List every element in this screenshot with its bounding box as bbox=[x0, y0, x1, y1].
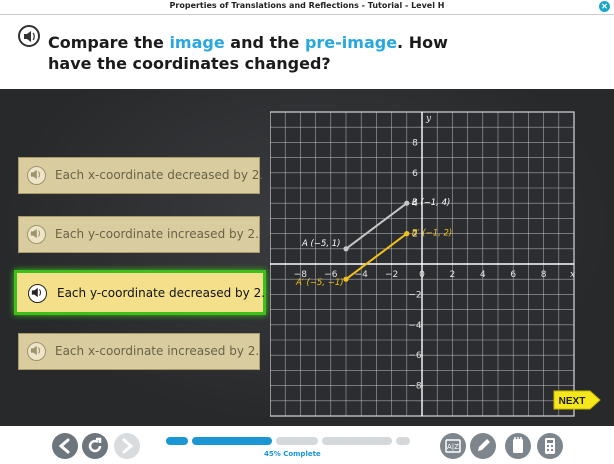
y-tick-label: −2 bbox=[408, 290, 421, 300]
x-tick-label: −6 bbox=[324, 270, 338, 280]
progress-bar bbox=[166, 437, 410, 447]
x-tick-label: −4 bbox=[355, 270, 369, 280]
choice-label: Each y-coordinate decreased by 2. bbox=[57, 286, 266, 300]
question-part: Compare the bbox=[48, 33, 170, 52]
x-tick-label: −2 bbox=[385, 270, 398, 280]
window-title: Properties of Translations and Reflectio… bbox=[169, 1, 445, 10]
image-segment bbox=[345, 232, 408, 280]
point-marker bbox=[404, 200, 410, 206]
question-part: and the bbox=[224, 33, 305, 52]
progress-label: 45% Complete bbox=[264, 450, 321, 458]
speaker-icon[interactable] bbox=[18, 25, 40, 47]
point-label: A′ (−5, −1) bbox=[295, 278, 344, 288]
y-tick-label: −8 bbox=[408, 382, 422, 392]
progress-segment bbox=[396, 437, 410, 445]
speaker-icon[interactable] bbox=[28, 284, 47, 303]
choice-option-1[interactable]: Each x-coordinate decreased by 2. bbox=[18, 157, 264, 194]
glossary-icon[interactable]: A|Z bbox=[440, 433, 466, 459]
replay-icon[interactable] bbox=[82, 433, 108, 459]
close-icon[interactable]: ✕ bbox=[599, 1, 610, 12]
y-tick-label: 6 bbox=[412, 169, 418, 179]
progress-segment bbox=[166, 437, 188, 445]
point-marker bbox=[343, 276, 349, 282]
progress-segment bbox=[322, 437, 392, 445]
pencil-icon[interactable] bbox=[470, 433, 496, 459]
speaker-icon[interactable] bbox=[27, 342, 46, 361]
x-tick-label: −8 bbox=[294, 270, 308, 280]
question-area: Compare the image and the pre-image. How… bbox=[0, 15, 614, 89]
point-label: B′ (−1, 2) bbox=[412, 229, 452, 239]
choice-label: Each x-coordinate increased by 2. bbox=[55, 344, 260, 358]
speaker-icon[interactable] bbox=[27, 225, 46, 244]
y-axis-label: y bbox=[425, 114, 432, 124]
choice-option-3-selected[interactable]: Each y-coordinate decreased by 2. bbox=[14, 270, 266, 315]
choice-label: Each x-coordinate decreased by 2. bbox=[55, 168, 264, 182]
point-marker bbox=[343, 246, 349, 252]
point-label: A (−5, 1) bbox=[301, 239, 341, 249]
x-axis-label: x bbox=[570, 270, 575, 280]
y-tick-label: 2 bbox=[412, 230, 418, 240]
point-label: B (−1, 4) bbox=[412, 198, 451, 208]
x-tick-label: 2 bbox=[450, 270, 456, 280]
question-part: . How have the coordinates changed? bbox=[48, 33, 448, 73]
next-button[interactable]: NEXT bbox=[553, 389, 601, 411]
y-tick-label: 4 bbox=[412, 199, 418, 209]
y-tick-label: 8 bbox=[412, 138, 418, 148]
window-titlebar: Properties of Translations and Reflectio… bbox=[0, 0, 614, 15]
x-tick-label: 8 bbox=[541, 270, 547, 280]
question-text: Compare the image and the pre-image. How… bbox=[48, 32, 468, 74]
point-marker bbox=[404, 231, 410, 237]
progress-segment bbox=[192, 437, 272, 445]
preimage-term: pre-image bbox=[304, 33, 398, 52]
x-tick-label: 0 bbox=[419, 270, 425, 280]
image-term: image bbox=[169, 33, 225, 52]
choice-option-4[interactable]: Each x-coordinate increased by 2. bbox=[18, 333, 260, 370]
svg-text:A|Z: A|Z bbox=[447, 443, 459, 451]
x-tick-label: 6 bbox=[510, 270, 516, 280]
preimage-segment bbox=[345, 202, 408, 250]
choice-label: Each y-coordinate increased by 2. bbox=[55, 227, 259, 241]
notebook-icon[interactable] bbox=[505, 433, 531, 459]
y-tick-label: −6 bbox=[408, 351, 422, 361]
calculator-icon[interactable] bbox=[537, 433, 563, 459]
forward-icon[interactable] bbox=[114, 433, 140, 459]
x-tick-label: 4 bbox=[480, 270, 486, 280]
speaker-icon[interactable] bbox=[27, 166, 46, 185]
y-tick-label: −4 bbox=[408, 321, 422, 331]
next-label: NEXT bbox=[559, 396, 586, 407]
choice-option-2[interactable]: Each y-coordinate increased by 2. bbox=[18, 216, 260, 253]
coordinate-graph: −8 −6 −4 −2 0 2 4 6 8 8 6 4 2 −2 −4 −6 −8 x y A (−5, 1) B (−… bbox=[270, 111, 575, 417]
back-icon[interactable] bbox=[52, 433, 78, 459]
progress-segment bbox=[276, 437, 318, 445]
